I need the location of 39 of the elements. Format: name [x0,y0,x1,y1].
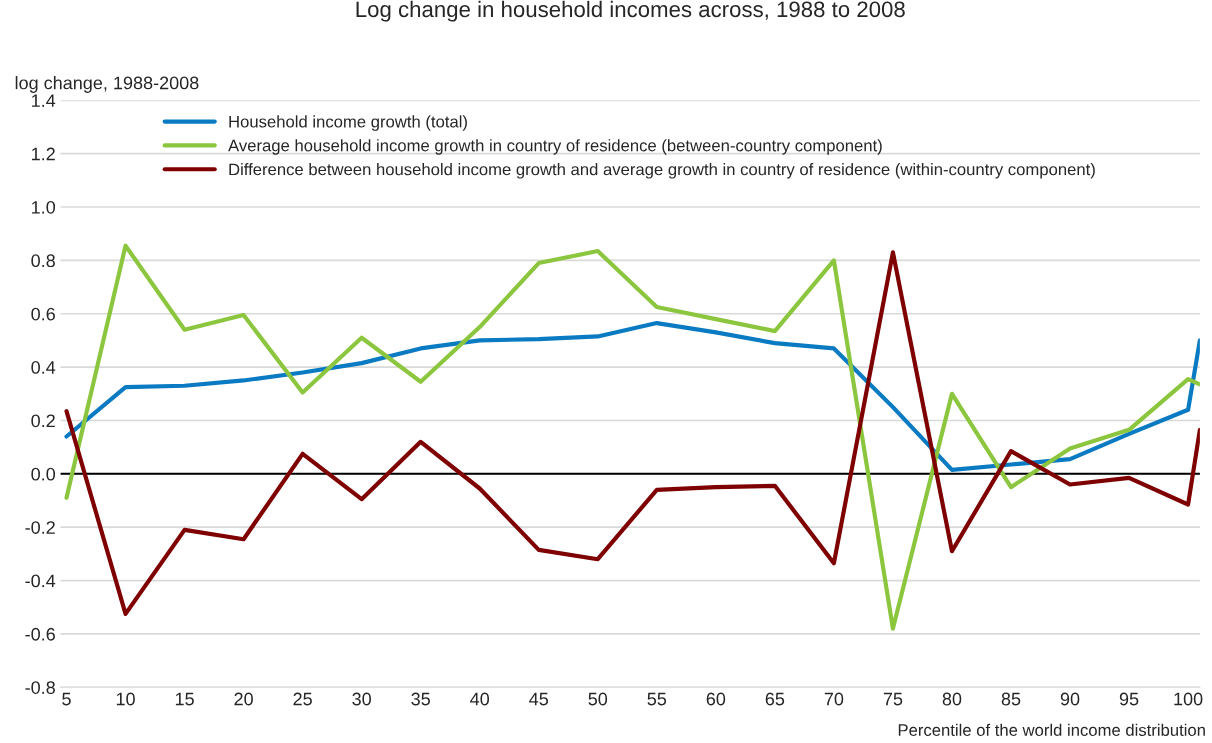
y-tick-label: 1.0 [32,200,56,214]
y-tick-label: 0.6 [31,307,55,321]
x-tick-label: 70 [824,692,844,706]
y-tick-label: 0.4 [31,361,56,374]
x-tick-label: 20 [234,692,253,706]
x-axis-title: Percentile of the world income distribution [898,723,1205,736]
y-tick-label: 0.2 [31,414,55,428]
y-tick-label: -0.8 [25,681,55,694]
y-tick-label: 1.2 [32,147,55,161]
y-tick-label: -0.6 [25,627,55,641]
x-tick-label: 10 [116,692,135,706]
x-tick-label: 30 [352,692,371,706]
x-tick-label: 95 [1119,692,1139,706]
x-tick-label: 50 [588,692,608,706]
x-tick-label: 75 [883,692,903,706]
y-tick-label: 1.4 [32,94,56,107]
y-axis-title: log change, 1988-2008 [15,76,199,93]
x-tick-label: 40 [470,692,490,706]
line-series [64,321,1200,472]
x-tick-label: 85 [1001,692,1021,706]
x-tick-label: 55 [647,692,667,706]
legend-label: Average household income growth in country of residence (between-country component) [228,139,882,155]
x-tick-label: 15 [175,692,194,706]
y-tick-label: 0.0 [31,467,56,481]
y-tick-label: -0.4 [25,574,56,588]
x-tick-label: 35 [411,692,430,706]
x-tick-label: 60 [706,692,726,706]
x-tick-label: 80 [942,692,962,706]
x-tick-label: 65 [765,692,785,706]
legend-label: Household income growth (total) [229,115,467,131]
x-tick-label: 45 [529,692,549,706]
y-tick-label: 0.8 [31,254,55,268]
y-tick-label: -0.2 [25,521,55,534]
x-tick-label: 5 [62,692,71,706]
x-tick-label: 100 [1174,692,1203,706]
chart-title: Log change in household incomes across, 1988 to 2008 [356,0,905,22]
x-tick-label: 25 [293,692,312,706]
x-tick-label: 90 [1060,692,1080,706]
legend-label: Difference between household income growth and average growth in country of residence (within-country component) [229,163,1095,179]
